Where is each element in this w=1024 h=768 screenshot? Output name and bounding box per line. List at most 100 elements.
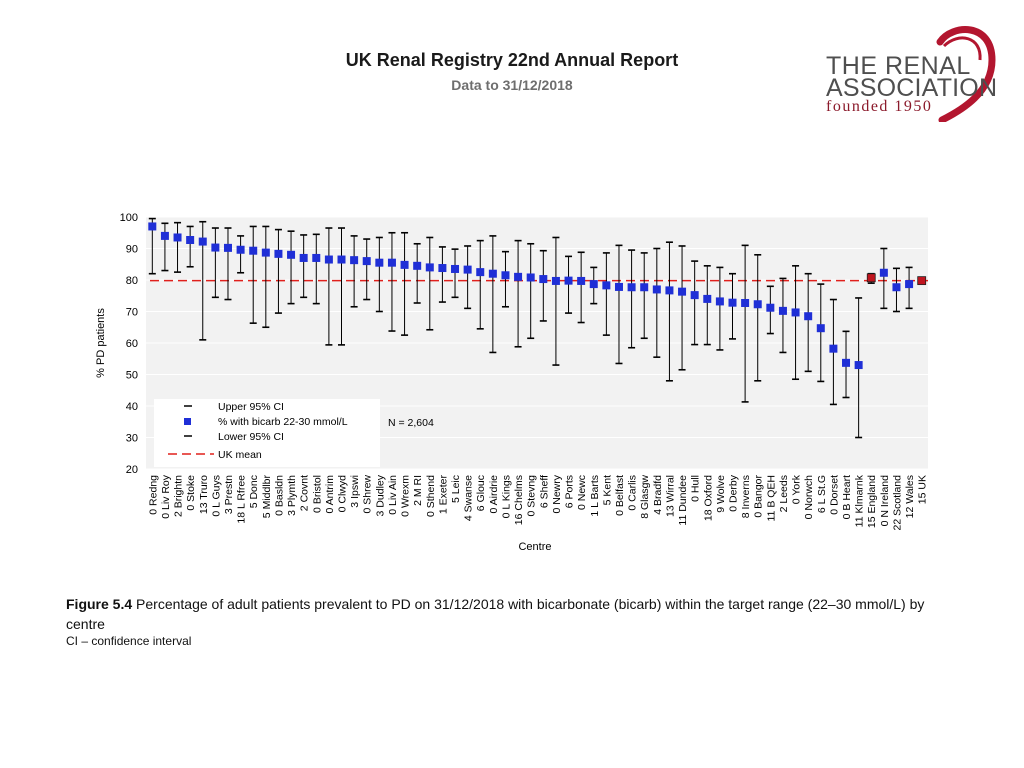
x-tick-label: 0 York	[791, 474, 803, 504]
data-point	[854, 361, 863, 370]
data-point	[173, 233, 182, 242]
x-tick-label: 3 Plymth	[286, 475, 298, 516]
legend-point-marker	[184, 418, 191, 425]
data-point	[741, 298, 750, 307]
x-tick-label: 2 Leeds	[778, 475, 790, 512]
data-point	[514, 272, 523, 281]
x-tick-label: 2 Brightn	[173, 475, 185, 517]
x-tick-label: 5 Leic	[450, 475, 462, 503]
logo-line-2: ASSOCIATION	[826, 74, 998, 102]
x-tick-label: 18 Oxford	[702, 475, 714, 521]
data-point	[905, 280, 914, 289]
figure-caption-text: Percentage of adult patients prevalent t…	[66, 596, 925, 632]
x-tick-label: 11 Dundee	[677, 475, 689, 526]
data-point	[917, 276, 927, 286]
y-axis-label: % PD patients	[95, 308, 107, 378]
data-point	[640, 283, 649, 292]
data-point	[501, 271, 510, 280]
x-tick-label: 0 Redng	[147, 475, 159, 515]
x-tick-label: 0 Liv Ain	[387, 475, 399, 515]
x-tick-label: 15 UK	[917, 475, 929, 504]
data-point	[652, 285, 661, 294]
data-point	[211, 243, 220, 252]
y-tick-label: 20	[126, 464, 138, 476]
data-point	[715, 297, 724, 306]
x-tick-label: 1 L Barts	[589, 475, 601, 517]
data-point	[690, 291, 699, 300]
data-point	[539, 275, 548, 284]
x-tick-label: 6 L St.G	[816, 475, 828, 513]
data-point	[577, 276, 586, 285]
figure-note: CI – confidence interval	[66, 634, 192, 648]
report-subtitle: Data to 31/12/2018	[451, 77, 573, 93]
x-tick-label: 18 L Rfree	[236, 475, 248, 524]
data-point	[879, 268, 888, 277]
data-point	[816, 324, 825, 333]
legend-box	[154, 399, 380, 467]
data-point	[425, 263, 434, 272]
data-point	[728, 298, 737, 307]
n-label: N = 2,604	[388, 417, 434, 429]
x-tick-label: 13 Truro	[198, 475, 210, 514]
x-tick-label: 0 Clwyd	[337, 475, 349, 513]
y-tick-label: 60	[126, 338, 138, 350]
data-point	[564, 276, 573, 285]
data-point	[337, 255, 346, 264]
x-tick-label: 11 B QEH	[765, 475, 777, 522]
x-tick-label: 0 L Kings	[500, 475, 512, 518]
bicarb-chart: 20 30 40 50 60 70 80 90 100 % PD patients Centre…	[95, 212, 929, 553]
x-tick-labels: 0 Redng 0 Liv Roy 2 Brightn 0 Stoke 13 Truro…	[147, 474, 928, 530]
data-point	[602, 281, 611, 290]
data-point	[551, 276, 560, 285]
data-point	[804, 312, 813, 321]
x-tick-label: 5 Donc	[248, 475, 260, 508]
logo-line-1: THE RENAL	[826, 52, 971, 80]
x-tick-label: 3 Prestn	[223, 475, 235, 514]
x-tick-label: 15 England	[866, 475, 878, 528]
y-tick-label: 70	[126, 307, 138, 319]
y-tick-label: 40	[126, 401, 138, 413]
x-tick-label: 0 Belfast	[614, 475, 626, 516]
x-tick-label: 8 Glasgw	[639, 475, 651, 519]
data-point	[236, 245, 245, 254]
data-point	[261, 248, 270, 257]
x-tick-label: 4 Swanse	[463, 475, 475, 521]
x-tick-label: 0 Derby	[728, 474, 740, 512]
data-point	[223, 243, 232, 252]
x-tick-label: 22 Scotland	[891, 475, 903, 531]
x-tick-label: 0 Sthend	[425, 475, 437, 517]
data-point	[387, 258, 396, 267]
legend-point-label: % with bicarb 22-30 mmol/L	[218, 416, 348, 428]
data-point	[400, 260, 409, 269]
data-point	[829, 344, 838, 353]
x-tick-label: 0 Antrim	[324, 475, 336, 514]
data-point	[866, 273, 876, 283]
x-axis-label: Centre	[518, 541, 551, 553]
legend: Upper 95% CI % with bicarb 22-30 mmol/L …	[154, 399, 380, 467]
data-point	[312, 253, 321, 262]
chart-marks	[148, 217, 927, 439]
x-tick-label: 0 Dorset	[828, 475, 840, 515]
x-tick-label: 0 Norwch	[803, 475, 815, 520]
data-point	[413, 261, 422, 270]
x-tick-label: 3 Ipswi	[349, 475, 361, 508]
data-point	[614, 282, 623, 291]
data-point	[148, 222, 157, 231]
x-tick-label: 13 Wirral	[664, 475, 676, 517]
x-tick-label: 0 N Ireland	[879, 475, 891, 527]
x-tick-label: 0 Basldn	[273, 475, 285, 516]
x-tick-label: 2 M RI	[412, 475, 424, 506]
x-tick-label: 0 Stoke	[185, 475, 197, 511]
legend-upper-label: Upper 95% CI	[218, 401, 284, 413]
data-point	[160, 231, 169, 240]
data-point	[375, 258, 384, 267]
x-tick-label: 8 Inverns	[740, 475, 752, 518]
x-tick-label: 6 Glouc	[475, 475, 487, 511]
y-tick-labels: 20 30 40 50 60 70 80 90 100	[120, 212, 138, 476]
x-tick-label: 9 Wolve	[715, 475, 727, 513]
data-point	[766, 303, 775, 312]
figure-label: Figure 5.4	[66, 596, 133, 612]
figure-caption: Figure 5.4 Percentage of adult patients …	[66, 594, 946, 634]
data-point	[350, 256, 359, 265]
data-point	[438, 264, 447, 273]
